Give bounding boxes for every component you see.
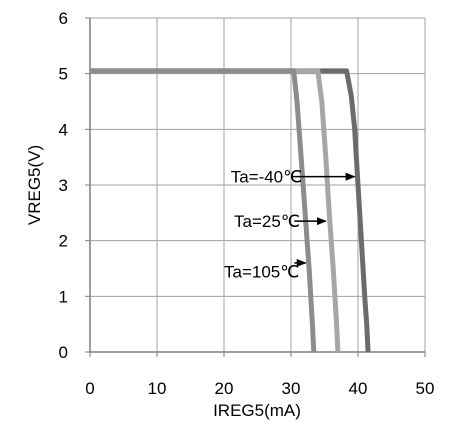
x-tick-label-2: 20 bbox=[215, 379, 234, 398]
series-line-ta_25 bbox=[90, 68, 341, 353]
annotation-label-ta_25: Ta=25℃ bbox=[234, 212, 300, 231]
y-tick-label-4: 4 bbox=[59, 120, 68, 139]
annotation-label-ta_105: Ta=105℃ bbox=[224, 262, 299, 281]
annotations: Ta=-40℃ Ta=25℃ Ta=105℃ bbox=[224, 168, 356, 281]
tick-labels: 0 10 20 30 40 50 0 1 2 3 4 5 6 bbox=[59, 9, 435, 398]
y-tick-label-3: 3 bbox=[59, 176, 68, 195]
y-tick-label-0: 0 bbox=[59, 343, 68, 362]
annotation-label-ta_m40: Ta=-40℃ bbox=[231, 168, 303, 187]
x-tick-label-1: 10 bbox=[148, 379, 167, 398]
y-axis-title: VREG5(V) bbox=[25, 145, 44, 225]
y-tick-label-2: 2 bbox=[59, 232, 68, 251]
series-line-ta_m40 bbox=[90, 68, 371, 353]
grid bbox=[90, 17, 426, 352]
x-axis-title: IREG5(mA) bbox=[213, 401, 301, 420]
y-tick-label-5: 5 bbox=[59, 65, 68, 84]
series-line-ta_105 bbox=[90, 68, 317, 353]
x-tick-label-4: 40 bbox=[349, 379, 368, 398]
x-tick-label-0: 0 bbox=[85, 379, 94, 398]
x-tick-label-5: 50 bbox=[416, 379, 435, 398]
y-tick-label-1: 1 bbox=[59, 287, 68, 306]
axes bbox=[85, 17, 426, 357]
series-group bbox=[90, 68, 371, 353]
x-tick-label-3: 30 bbox=[282, 379, 301, 398]
y-tick-label-6: 6 bbox=[59, 9, 68, 28]
